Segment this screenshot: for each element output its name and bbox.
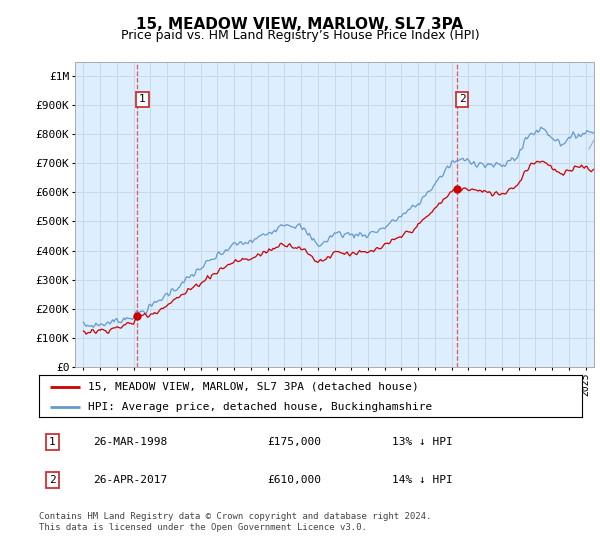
Text: 15, MEADOW VIEW, MARLOW, SL7 3PA (detached house): 15, MEADOW VIEW, MARLOW, SL7 3PA (detach… xyxy=(88,382,419,392)
Text: 26-MAR-1998: 26-MAR-1998 xyxy=(94,437,167,447)
Text: 1: 1 xyxy=(49,437,56,447)
Text: 13% ↓ HPI: 13% ↓ HPI xyxy=(392,437,453,447)
Text: 14% ↓ HPI: 14% ↓ HPI xyxy=(392,475,453,485)
Text: £175,000: £175,000 xyxy=(267,437,321,447)
Text: 1: 1 xyxy=(139,95,146,104)
Text: 2: 2 xyxy=(458,95,466,104)
Text: 2: 2 xyxy=(49,475,56,485)
Text: Contains HM Land Registry data © Crown copyright and database right 2024.
This d: Contains HM Land Registry data © Crown c… xyxy=(39,512,431,532)
Text: 26-APR-2017: 26-APR-2017 xyxy=(94,475,167,485)
Text: Price paid vs. HM Land Registry’s House Price Index (HPI): Price paid vs. HM Land Registry’s House … xyxy=(121,29,479,42)
Text: 15, MEADOW VIEW, MARLOW, SL7 3PA: 15, MEADOW VIEW, MARLOW, SL7 3PA xyxy=(136,17,464,32)
Text: £610,000: £610,000 xyxy=(267,475,321,485)
Text: HPI: Average price, detached house, Buckinghamshire: HPI: Average price, detached house, Buck… xyxy=(88,402,432,412)
